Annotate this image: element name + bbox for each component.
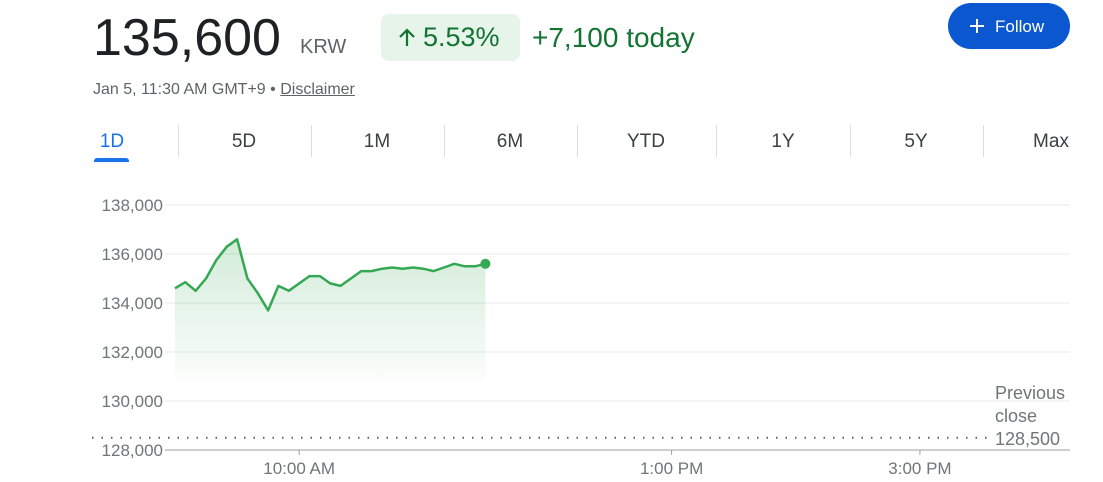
timestamp: Jan 5, 11:30 AM GMT+9 [93, 81, 266, 98]
previous-close-label: Previous close [995, 383, 1066, 426]
y-tick-label: 130,000 [102, 392, 163, 411]
range-tab[interactable]: Max [1033, 131, 1069, 152]
currency: KRW [300, 36, 347, 58]
change-badge: 5.53% [381, 14, 520, 61]
range-tab[interactable]: 6M [496, 131, 524, 152]
x-tick-label: 3:00 PM [888, 459, 951, 478]
tab-separator [311, 125, 312, 157]
range-tab[interactable]: YTD [627, 131, 665, 152]
price-line [174, 238, 486, 312]
previous-close-value: 128,500 [995, 429, 1061, 449]
last-point [480, 258, 491, 269]
price: 135,600 [93, 9, 281, 67]
range-tab[interactable]: 5Y [904, 131, 928, 152]
disclaimer-link[interactable]: Disclaimer [280, 81, 355, 98]
tab-separator [444, 125, 445, 157]
active-tab-indicator [94, 158, 129, 162]
change-today: +7,100 today [532, 22, 695, 53]
y-tick-label: 132,000 [102, 343, 163, 362]
range-tab[interactable]: 5D [231, 131, 257, 152]
timestamp-row: Jan 5, 11:30 AM GMT+9 • Disclaimer [93, 81, 355, 99]
tab-separator [716, 125, 717, 157]
y-tick-label: 128,000 [102, 441, 163, 460]
follow-button[interactable]: Follow [948, 3, 1070, 49]
tab-separator [983, 125, 984, 157]
y-tick-label: 136,000 [102, 245, 163, 264]
plus-icon [970, 19, 984, 33]
previous-close: Previous close 128,500 [995, 382, 1075, 451]
y-tick-label: 138,000 [102, 196, 163, 215]
x-tick-label: 10:00 AM [263, 459, 335, 478]
range-tab[interactable]: 1M [363, 131, 391, 152]
change-percent: 5.53% [423, 22, 500, 52]
range-tab[interactable]: 1Y [771, 131, 795, 152]
x-tick-label: 1:00 PM [640, 459, 703, 478]
range-tab[interactable]: 1D [99, 131, 125, 152]
area-fill [175, 239, 486, 380]
up-arrow [399, 28, 415, 46]
separator: • [270, 81, 276, 98]
tab-separator [178, 125, 179, 157]
y-tick-label: 134,000 [102, 294, 163, 313]
follow-label: Follow [995, 17, 1045, 36]
tab-separator [850, 125, 851, 157]
tab-separator [577, 125, 578, 157]
